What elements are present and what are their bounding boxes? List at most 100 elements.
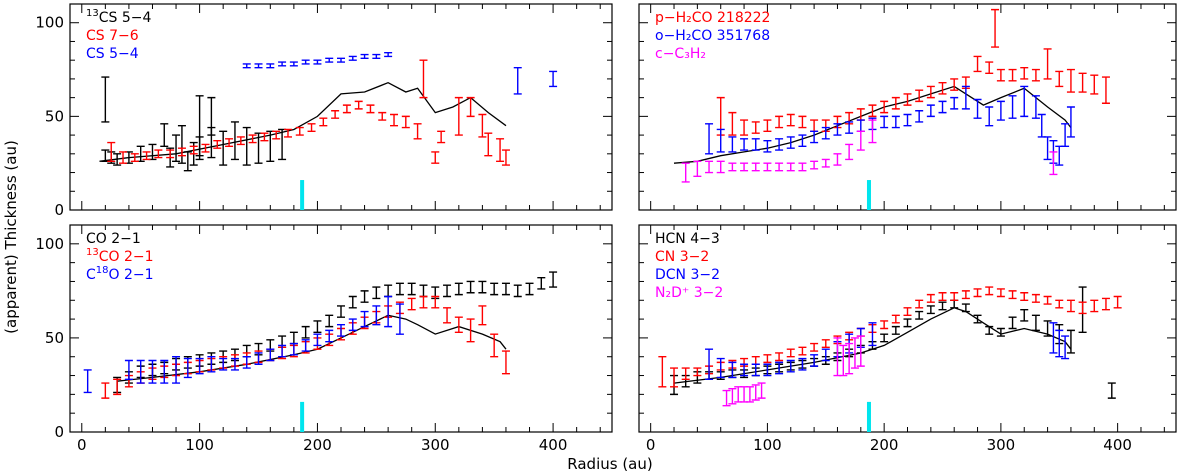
error-bar-point: [1061, 335, 1070, 360]
panel-top-right: p−H₂CO 218222 o−H₂CO 351768 c−C₃H₂: [638, 3, 1177, 211]
x-tick-label: 300: [421, 436, 450, 454]
error-bar-point: [868, 119, 877, 144]
panel-top-left: 0 50 100 13CS 5−4 CS 7−6 CS 5−4: [35, 3, 613, 219]
y-tick-label: 50: [45, 329, 64, 347]
error-bar-point: [83, 369, 92, 394]
panel-frame: [638, 224, 1177, 433]
y-tick-label: 0: [54, 423, 64, 441]
error-bar-point: [113, 378, 122, 396]
error-bar-point: [740, 119, 749, 136]
error-bar-point: [786, 359, 795, 373]
error-bar-point: [437, 130, 446, 144]
error-bar-point: [856, 335, 865, 367]
error-bar-point: [915, 89, 924, 103]
panel-bottom-right: 0 100 200 300 400 HCN 4−3 CN 3−2 DCN 3−2 N₂D⁺ 3−…: [638, 224, 1177, 454]
error-bar-point: [325, 329, 334, 343]
error-bar-point: [513, 66, 522, 95]
error-bar-point: [798, 134, 807, 148]
error-bar-point: [207, 356, 216, 373]
error-bar-point: [833, 123, 842, 136]
y-tick-label: 100: [35, 235, 64, 253]
error-bar-point: [891, 314, 900, 324]
error-bar-point: [384, 51, 393, 58]
y-tick-label: 50: [45, 107, 64, 125]
error-bar-point: [490, 282, 499, 296]
error-bar-point: [798, 357, 807, 371]
error-bar-point: [195, 95, 204, 157]
legend-entry: C18O 2−1: [86, 265, 154, 283]
error-bar-point: [501, 350, 510, 375]
error-bar-point: [419, 59, 428, 99]
x-axis-label: Radius (au): [567, 455, 652, 473]
error-bar-point: [961, 290, 970, 300]
error-bar-point: [681, 367, 690, 381]
error-bar-point: [751, 363, 760, 377]
error-bar-point: [1008, 68, 1017, 82]
error-bar-point: [810, 354, 819, 367]
error-bar-point: [903, 93, 912, 106]
error-bar-point: [880, 320, 889, 330]
error-bar-point: [845, 121, 854, 134]
error-bar-point: [1031, 314, 1040, 332]
error-bar-point: [189, 145, 198, 155]
series-c-c3h2: [681, 119, 1058, 183]
error-bar-point: [219, 357, 228, 371]
error-bar-point: [431, 151, 440, 164]
error-bar-point: [751, 384, 760, 401]
error-bar-point: [337, 57, 345, 63]
error-bar-point: [751, 356, 760, 365]
error-bar-point: [985, 61, 994, 74]
error-bar-point: [242, 356, 251, 369]
error-bar-point: [266, 348, 275, 362]
error-bar-point: [973, 98, 982, 119]
error-bar-point: [880, 115, 889, 129]
error-bar-point: [856, 108, 865, 121]
legend-entry: HCN 4−3: [655, 231, 720, 247]
error-bar-point: [283, 128, 292, 138]
error-bar-point: [856, 119, 865, 133]
error-bar-point: [903, 318, 912, 328]
error-bar-point: [348, 295, 357, 309]
error-bar-point: [443, 307, 452, 324]
error-bar-point: [466, 280, 475, 294]
error-bar-point: [821, 126, 830, 140]
series-c18o-2-1: [83, 295, 404, 394]
error-bar-point: [278, 344, 287, 358]
error-bar-point: [419, 295, 428, 309]
error-bar-point: [177, 147, 186, 157]
error-bar-point: [757, 382, 766, 399]
error-bar-point: [242, 126, 251, 166]
error-bar-point: [484, 132, 493, 157]
error-bar-point: [325, 57, 334, 63]
error-bar-point: [172, 356, 181, 384]
error-bar-point: [101, 382, 110, 399]
error-bar-point: [775, 361, 784, 375]
error-bar-point: [775, 138, 784, 151]
error-bar-point: [985, 106, 994, 127]
error-bar-point: [868, 104, 877, 118]
error-bar-point: [1008, 316, 1017, 330]
error-bar-point: [996, 288, 1005, 298]
error-bar-point: [313, 59, 322, 65]
x-tick-label: 200: [303, 436, 332, 454]
error-bar-point: [443, 284, 452, 298]
legend-entry: 13CO 2−1: [86, 247, 154, 265]
error-bar-point: [728, 388, 737, 405]
error-bar-point: [107, 141, 116, 163]
error-bar-point: [348, 55, 357, 61]
error-bar-point: [160, 359, 169, 384]
error-bar-point: [130, 153, 139, 163]
error-bar-point: [915, 299, 924, 309]
error-bar-point: [289, 331, 298, 345]
error-bar-point: [810, 160, 819, 170]
error-bar-point: [821, 348, 830, 362]
x-tick-label: 100: [753, 436, 782, 454]
error-bar-point: [1020, 308, 1029, 322]
error-bar-point: [810, 130, 819, 144]
error-bar-point: [1049, 322, 1058, 354]
error-bar-point: [1066, 68, 1075, 93]
error-bar-point: [384, 295, 393, 328]
error-bar-point: [891, 115, 900, 129]
